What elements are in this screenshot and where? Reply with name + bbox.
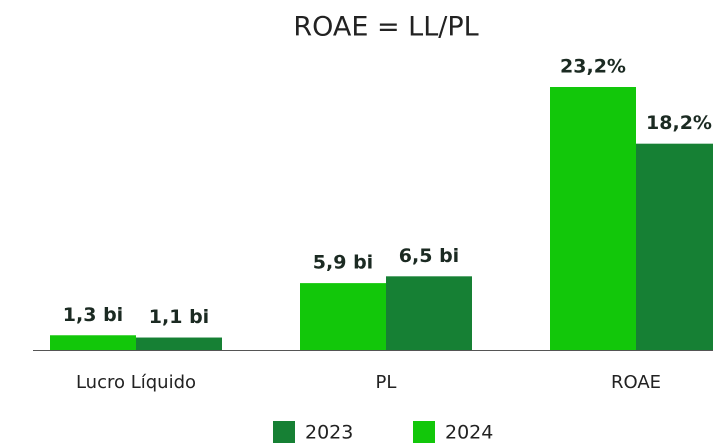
bar (300, 283, 386, 350)
x-tick-label: PL (376, 372, 397, 393)
value-label: 6,5 bi (399, 245, 459, 267)
chart-title: ROAE = LL/PL (293, 12, 478, 43)
bar (636, 143, 713, 350)
bar (136, 337, 222, 350)
legend-swatch (273, 421, 295, 443)
bar (386, 276, 472, 350)
value-label: 5,9 bi (313, 252, 373, 274)
legend-label: 2023 (305, 422, 353, 444)
bar (50, 335, 136, 350)
value-label: 1,3 bi (63, 304, 123, 326)
x-tick-label: ROAE (611, 372, 661, 393)
legend-label: 2024 (445, 422, 493, 444)
value-label: 1,1 bi (149, 306, 209, 328)
legend-swatch (413, 421, 435, 443)
bar (550, 87, 636, 350)
value-label: 18,2% (646, 112, 712, 134)
value-label: 23,2% (560, 56, 626, 78)
x-tick-label: Lucro Líquido (76, 372, 196, 393)
